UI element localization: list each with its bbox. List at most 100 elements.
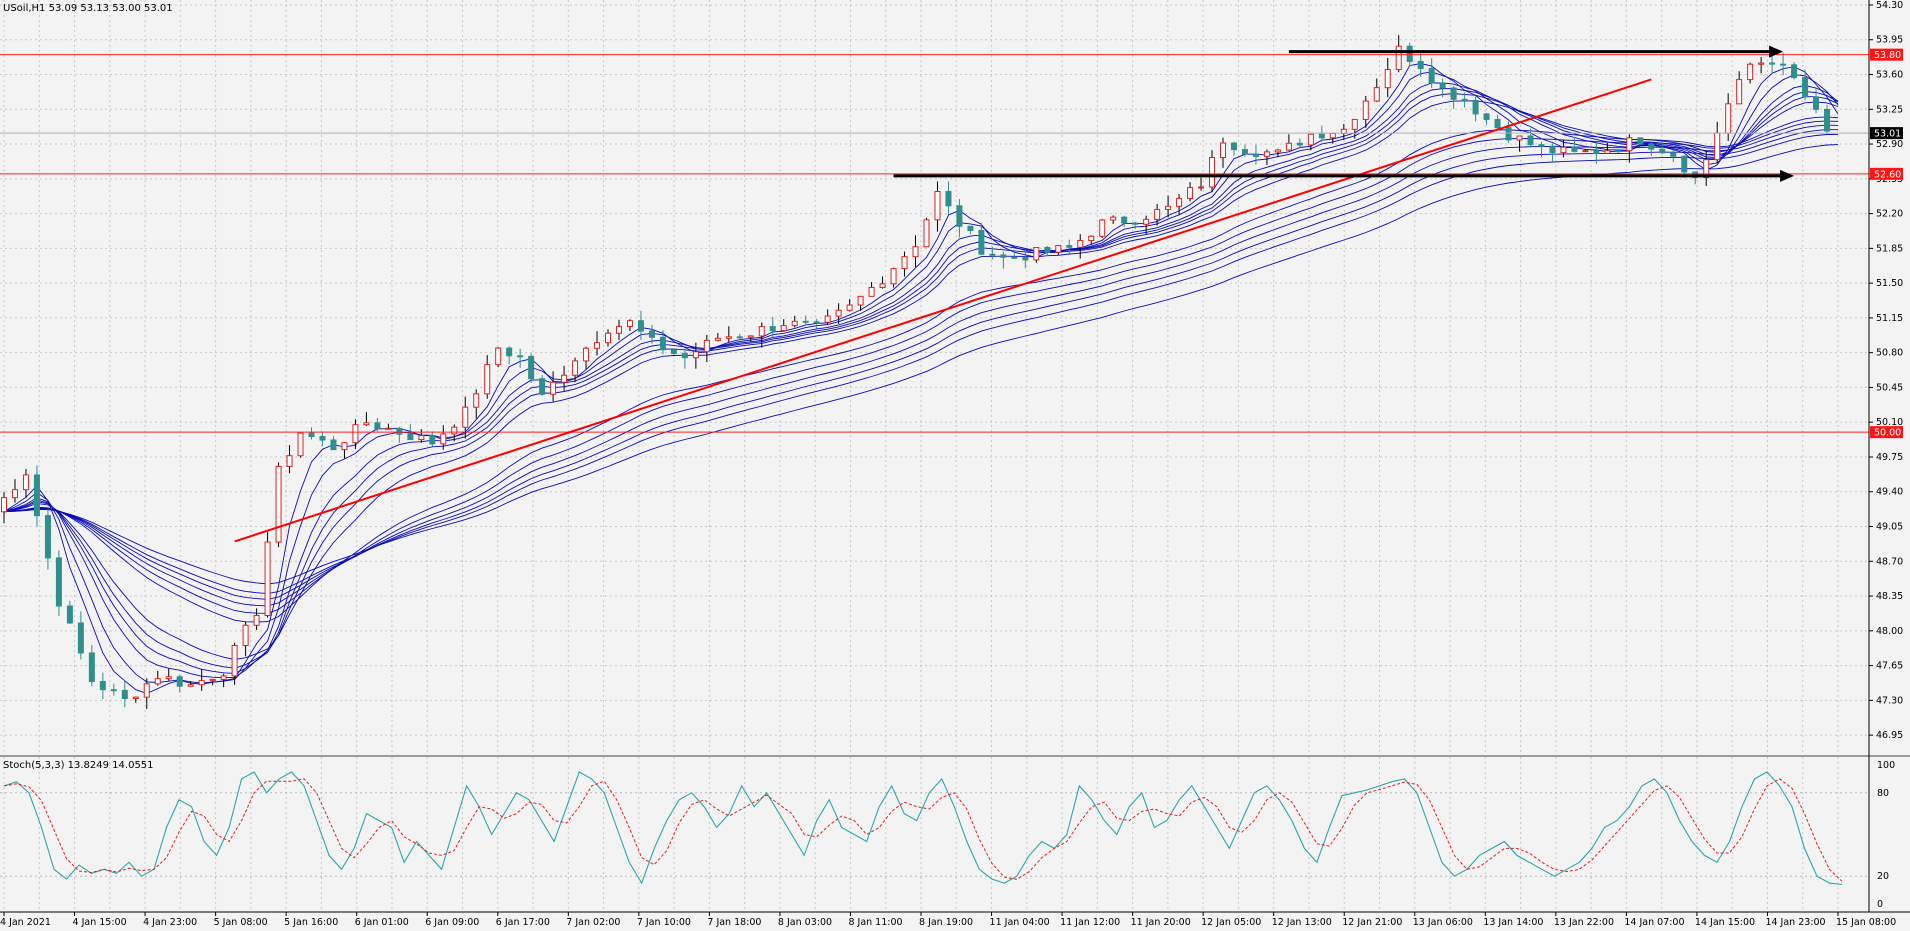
candle-body (429, 435, 436, 445)
candle-body (352, 424, 359, 444)
candle-body (242, 624, 249, 646)
y-tick-label: 51.50 (1876, 278, 1903, 289)
candle-body (1066, 245, 1073, 248)
candle-body (297, 432, 304, 457)
candle-body (1516, 135, 1523, 141)
candle-body (1714, 132, 1721, 161)
candle-body (286, 455, 293, 467)
candle-body (1362, 100, 1369, 120)
candle-body (1593, 150, 1600, 154)
candle-body (1110, 216, 1117, 221)
candle-body (1582, 150, 1589, 153)
candle-body (374, 422, 381, 430)
candle-body (198, 680, 205, 686)
candle-body (1395, 45, 1402, 70)
y-tick-label: 47.65 (1876, 661, 1903, 672)
x-tick-label: 13 Jan 14:00 (1483, 917, 1543, 928)
candle-body (132, 696, 139, 699)
ma-ribbon-line (3, 71, 1839, 684)
y-tick-label: 52.20 (1876, 209, 1903, 220)
ma-ribbon-line (3, 100, 1839, 660)
candle-body (1681, 155, 1688, 173)
candle-body (1439, 82, 1446, 89)
candle-body (1758, 62, 1765, 65)
candle-body (66, 605, 73, 624)
x-tick-label: 12 Jan 21:00 (1342, 917, 1402, 928)
candle-body (1824, 108, 1831, 132)
candle-body (703, 339, 710, 353)
ma-ribbon-line (3, 116, 1839, 623)
candle-body (1747, 63, 1754, 81)
y-tick-label: 50.10 (1876, 417, 1903, 428)
candle-body (506, 347, 513, 357)
candle-body (341, 442, 348, 451)
candle-body (681, 352, 688, 359)
candle-body (1088, 235, 1095, 241)
y-tick-label: 48.70 (1876, 556, 1903, 567)
candle-body (1209, 156, 1216, 188)
x-tick-label: 6 Jan 01:00 (355, 917, 409, 928)
candle-body (583, 347, 590, 362)
candle-body (1483, 113, 1490, 120)
candle-body (1725, 103, 1732, 134)
stoch-tick-label: 0 (1877, 899, 1883, 910)
ma-ribbon-line (3, 63, 1839, 694)
candle-body (594, 342, 601, 349)
stoch-tick-label: 100 (1877, 760, 1895, 771)
candle-body (692, 351, 699, 359)
stoch-tick-label: 20 (1877, 871, 1889, 882)
x-tick-label: 7 Jan 02:00 (566, 917, 620, 928)
x-tick-label: 15 Jan 08:00 (1836, 917, 1896, 928)
candle-body (1033, 246, 1040, 261)
candle-body (121, 689, 128, 699)
candle-body (440, 433, 447, 445)
candle-body (1274, 149, 1281, 153)
candle-body (1, 497, 7, 513)
candle-body (187, 684, 194, 687)
candle-body (220, 675, 227, 680)
x-tick-label: 4 Jan 23:00 (143, 917, 197, 928)
candle-body (1450, 87, 1457, 100)
ma-ribbon-line (3, 82, 1839, 679)
stoch-signal-line (3, 778, 1843, 882)
x-tick-label: 4 Jan 2021 (0, 917, 51, 928)
candle-body (1571, 146, 1578, 152)
price-pane[interactable] (0, 0, 1869, 755)
candle-body (451, 426, 458, 435)
candle-body (659, 336, 666, 351)
candle-body (1154, 208, 1161, 220)
y-tick-label: 48.35 (1876, 591, 1903, 602)
candle-body (978, 229, 985, 255)
stochastic-pane[interactable] (0, 757, 1869, 912)
candle-body (1044, 246, 1051, 253)
y-tick-label: 50.80 (1876, 348, 1903, 359)
ma-ribbon-line (3, 133, 1839, 595)
y-tick-label: 48.00 (1876, 626, 1903, 637)
candle-body (561, 374, 568, 383)
y-tick-label: 49.05 (1876, 522, 1903, 533)
x-tick-label: 12 Jan 13:00 (1272, 917, 1332, 928)
candle-body (1494, 118, 1501, 129)
candle-body (989, 253, 996, 256)
y-tick-label: 49.40 (1876, 487, 1903, 498)
candle-body (385, 427, 392, 430)
candle-body (1384, 68, 1391, 89)
candle-body (88, 652, 95, 683)
candle-body (1373, 87, 1380, 102)
candle-body (539, 378, 546, 395)
candle-body (1220, 142, 1227, 158)
symbol-header: USoil,H1 53.09 53.13 53.00 53.01 (3, 3, 173, 14)
x-tick-label: 7 Jan 10:00 (637, 917, 691, 928)
arrow-head (1769, 45, 1784, 58)
candle-body (143, 683, 150, 698)
candle-body (1252, 153, 1259, 157)
candle-body (165, 676, 172, 680)
candle-body (912, 246, 919, 258)
candle-body (1615, 150, 1622, 153)
candle-body (857, 295, 864, 306)
candle-body (484, 364, 491, 395)
candle-body (1022, 256, 1029, 261)
